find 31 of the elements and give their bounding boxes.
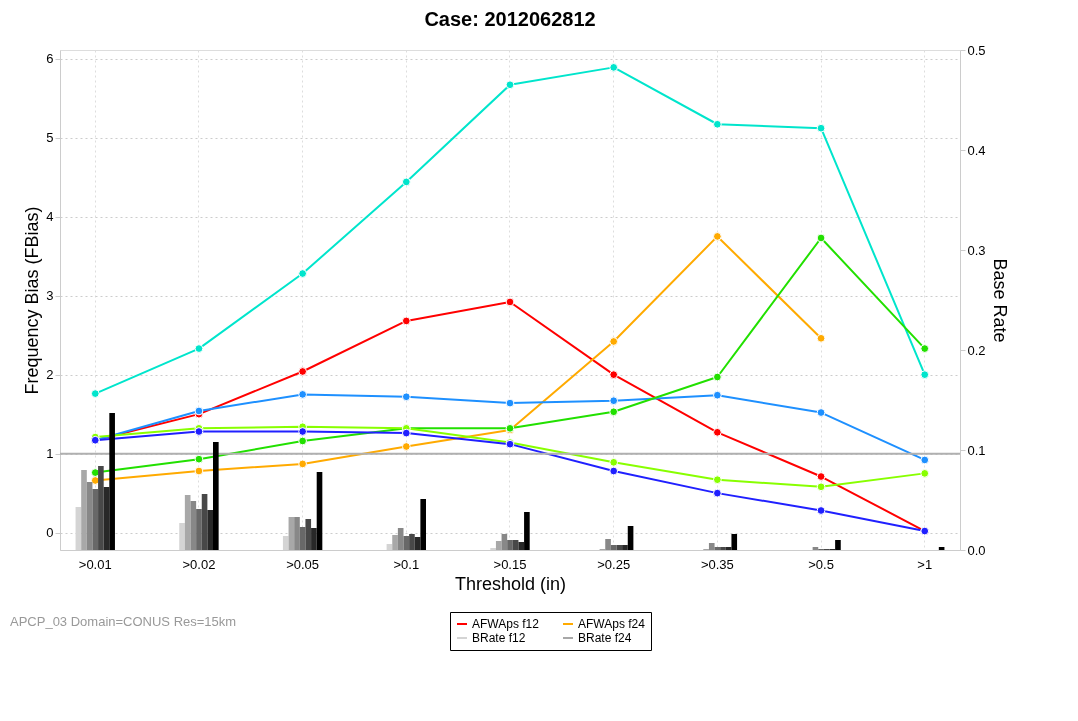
legend-label: BRate f24 — [578, 631, 632, 645]
y2-axis-title: Base Rate — [989, 258, 1010, 343]
y-tick-label: 1 — [46, 446, 54, 462]
x-tick-label: >0.5 — [808, 556, 834, 572]
legend-label: AFWAps f12 — [472, 617, 540, 631]
x-tick-label: >0.1 — [393, 556, 420, 572]
y2-tick-label: 0.0 — [967, 542, 986, 558]
x-tick-label: >0.35 — [700, 556, 734, 572]
y2-tick-label: 0.4 — [967, 142, 986, 158]
y2-tick-label: 0.5 — [967, 42, 986, 58]
y-tick-label: 6 — [46, 51, 54, 67]
y-tick-label: 5 — [46, 130, 54, 146]
x-tick-label: >0.05 — [286, 556, 320, 572]
text: APCP_03 Domain=CONUS Res=15km — [10, 614, 237, 629]
legend-label: BRate f12 — [472, 631, 526, 645]
x-tick-label: >1 — [917, 556, 933, 572]
y-tick-label: 2 — [46, 367, 54, 383]
y-tick-label: 4 — [46, 209, 54, 225]
y-tick-label: 0 — [46, 525, 54, 541]
y-tick-label: 3 — [46, 288, 54, 304]
x-tick-label: >0.02 — [182, 556, 216, 572]
y-axis-title: Frequency Bias (FBias) — [22, 206, 43, 395]
chart-title: Case: 2012062812 — [424, 8, 596, 30]
x-tick-label: >0.25 — [597, 556, 631, 572]
legend-label: AFWAps f24 — [578, 617, 646, 631]
x-axis-title: Threshold (in) — [454, 573, 567, 594]
y2-tick-label: 0.3 — [967, 242, 986, 258]
y2-tick-label: 0.1 — [967, 442, 986, 458]
x-tick-label: >0.01 — [78, 556, 112, 572]
x-tick-label: >0.15 — [493, 556, 527, 572]
y2-tick-label: 0.2 — [967, 342, 986, 358]
